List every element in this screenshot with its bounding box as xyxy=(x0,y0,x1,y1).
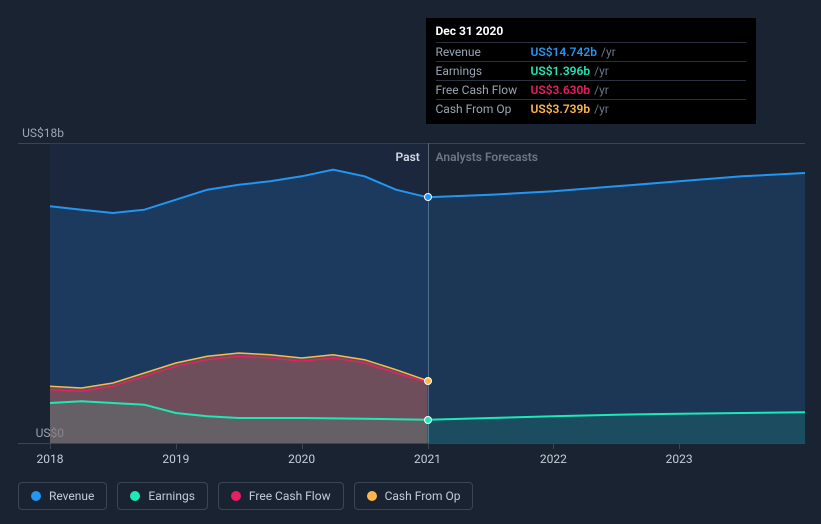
tooltip-row-unit: /yr xyxy=(601,45,616,59)
x-tick-mark xyxy=(176,443,177,449)
tooltip-row-value: US$1.396b xyxy=(531,64,591,78)
x-tick-mark xyxy=(679,443,680,449)
legend-swatch xyxy=(367,491,377,501)
chart-tooltip: Dec 31 2020 RevenueUS$14.742b/yrEarnings… xyxy=(426,18,756,124)
x-tick-label: 2021 xyxy=(414,452,441,466)
x-tick-label: 2023 xyxy=(666,452,693,466)
tooltip-row-label: Revenue xyxy=(436,45,531,59)
legend-item[interactable]: Cash From Op xyxy=(354,482,474,510)
tooltip-row-unit: /yr xyxy=(594,102,609,116)
tooltip-row: Free Cash FlowUS$3.630b/yr xyxy=(436,80,746,99)
legend-label: Cash From Op xyxy=(385,489,461,503)
x-tick-label: 2019 xyxy=(162,452,189,466)
legend-label: Free Cash Flow xyxy=(249,489,331,503)
tooltip-row-unit: /yr xyxy=(594,83,609,97)
legend-item[interactable]: Earnings xyxy=(117,482,208,510)
x-tick-label: 2022 xyxy=(540,452,567,466)
legend-swatch xyxy=(130,491,140,501)
legend: Revenue Earnings Free Cash Flow Cash From O… xyxy=(18,482,473,510)
tooltip-row-label: Earnings xyxy=(436,64,531,78)
tooltip-row-label: Cash From Op xyxy=(436,102,531,116)
marker-earnings xyxy=(424,416,432,424)
x-tick-mark xyxy=(428,443,429,449)
chart-svg xyxy=(50,143,805,443)
tooltip-row-value: US$14.742b xyxy=(531,45,598,59)
legend-item[interactable]: Revenue xyxy=(18,482,107,510)
tooltip-row: EarningsUS$1.396b/yr xyxy=(436,61,746,80)
x-tick-mark xyxy=(553,443,554,449)
tooltip-row-value: US$3.630b xyxy=(531,83,591,97)
legend-swatch xyxy=(31,491,41,501)
marker-revenue xyxy=(424,193,432,201)
x-tick-label: 2018 xyxy=(37,452,64,466)
financials-chart: US$18b US$0 Past Analysts Forecasts 2018… xyxy=(18,18,805,506)
axis-line-bottom xyxy=(18,443,805,444)
x-tick-mark xyxy=(302,443,303,449)
tooltip-row-label: Free Cash Flow xyxy=(436,83,531,97)
tooltip-row-unit: /yr xyxy=(594,64,609,78)
plot-area[interactable] xyxy=(50,143,805,443)
legend-label: Earnings xyxy=(148,489,195,503)
tooltip-row-value: US$3.739b xyxy=(531,102,591,116)
legend-label: Revenue xyxy=(49,489,94,503)
x-tick-mark xyxy=(50,443,51,449)
legend-item[interactable]: Free Cash Flow xyxy=(218,482,344,510)
tooltip-date: Dec 31 2020 xyxy=(436,24,746,42)
y-axis-label-max: US$18b xyxy=(4,126,64,140)
marker-cash_from_op xyxy=(424,377,432,385)
tooltip-row: Cash From OpUS$3.739b/yr xyxy=(436,99,746,118)
legend-swatch xyxy=(231,491,241,501)
x-tick-label: 2020 xyxy=(288,452,315,466)
tooltip-row: RevenueUS$14.742b/yr xyxy=(436,42,746,61)
